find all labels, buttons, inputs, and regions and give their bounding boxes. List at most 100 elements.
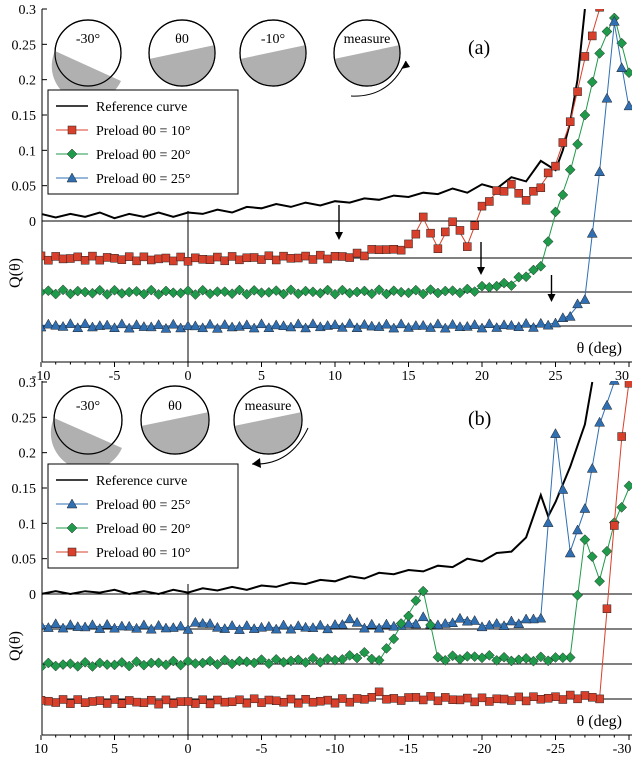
square-marker	[308, 255, 318, 264]
square-marker	[198, 255, 207, 264]
square-marker	[565, 690, 575, 700]
triangle-marker	[564, 310, 576, 321]
square-marker	[588, 31, 597, 41]
triangle-marker	[491, 322, 503, 332]
square-marker	[66, 699, 75, 708]
diamond-marker	[476, 280, 488, 292]
triangle-marker	[329, 619, 341, 629]
diamond-marker	[182, 655, 194, 667]
square-marker	[257, 255, 266, 264]
square-marker	[389, 245, 399, 254]
square-marker	[58, 695, 68, 704]
square-marker	[463, 693, 472, 703]
diamond-marker	[65, 658, 76, 670]
diamond-marker	[388, 285, 400, 297]
square-marker	[154, 254, 163, 264]
square-marker	[455, 226, 465, 235]
triangle-marker	[307, 622, 319, 632]
diamond-marker	[417, 585, 429, 597]
triangle-marker	[579, 502, 591, 513]
series-line	[42, 9, 586, 220]
diamond-marker	[623, 480, 632, 492]
square-marker	[183, 257, 193, 266]
diamond-marker	[388, 633, 400, 645]
diamond-marker	[601, 26, 613, 37]
triangle-marker	[454, 321, 466, 331]
diamond-marker	[109, 284, 120, 296]
triangle-marker	[278, 619, 289, 630]
square-marker	[147, 695, 156, 705]
y-tick-label: 0.15	[12, 482, 37, 497]
x-tick-label: -25	[546, 742, 565, 757]
x-tick-label: 5	[258, 369, 265, 384]
diamond-marker	[175, 659, 187, 671]
y-axis-label: Q(θ)	[7, 631, 24, 661]
dial-shade	[141, 412, 210, 454]
legend-label: Preload θ0 = 25°	[96, 172, 190, 187]
diamond-marker	[366, 288, 378, 300]
square-marker	[360, 251, 369, 261]
dial-diagram: θ0	[148, 19, 216, 87]
diamond-marker	[285, 655, 297, 667]
triangle-marker	[550, 317, 561, 328]
triangle-marker	[366, 320, 378, 331]
square-marker	[463, 242, 472, 251]
diamond-marker	[557, 189, 569, 201]
square-marker	[536, 695, 546, 704]
triangle-marker	[57, 320, 69, 331]
square-marker	[441, 227, 450, 237]
square-marker	[169, 699, 178, 708]
triangle-marker	[278, 320, 289, 331]
diamond-marker	[542, 236, 554, 247]
diamond-marker	[182, 285, 194, 297]
triangle-marker	[528, 613, 539, 624]
square-marker	[294, 699, 303, 708]
diamond-marker	[79, 286, 91, 298]
square-marker	[161, 253, 171, 263]
diamond-marker	[491, 655, 503, 666]
diamond-marker	[550, 206, 561, 218]
square-marker	[51, 698, 60, 707]
square-marker	[301, 251, 310, 261]
triangle-marker	[358, 622, 370, 633]
square-marker	[249, 253, 259, 262]
dial-outline	[239, 19, 307, 87]
triangle-marker	[204, 617, 216, 628]
triangle-marker	[167, 318, 179, 329]
diamond-marker	[410, 284, 422, 296]
triangle-marker	[601, 92, 613, 103]
diamond-marker	[66, 148, 78, 160]
arrow-head	[335, 232, 343, 240]
square-marker	[595, 694, 604, 704]
diamond-marker	[50, 660, 62, 672]
square-marker	[338, 694, 347, 703]
x-tick-label: -20	[473, 742, 492, 757]
triangle-marker	[417, 611, 429, 622]
x-tick-label: -10	[326, 742, 345, 757]
diamond-marker	[469, 286, 481, 297]
y-tick-label: 0.05	[12, 553, 37, 568]
square-marker	[595, 9, 604, 12]
triangle-marker	[256, 621, 267, 632]
square-marker	[580, 691, 590, 700]
triangle-marker	[116, 620, 128, 631]
x-tick-label: 25	[549, 369, 563, 384]
square-marker	[396, 696, 406, 705]
diamond-marker	[153, 657, 164, 669]
legend: Reference curve Preload θ0 = 25° Preload θ…	[47, 463, 239, 569]
triangle-marker	[123, 322, 135, 333]
square-marker	[565, 117, 575, 126]
dial-outline	[140, 385, 210, 455]
triangle-marker	[270, 623, 282, 634]
triangle-marker	[263, 322, 275, 333]
square-marker	[448, 217, 457, 227]
diamond-marker	[101, 289, 113, 300]
diamond-marker	[87, 661, 98, 672]
triangle-marker	[197, 322, 209, 333]
series-group	[42, 9, 632, 333]
square-marker	[492, 186, 501, 195]
square-marker	[345, 697, 354, 707]
square-marker	[124, 252, 134, 261]
square-marker	[396, 245, 406, 255]
diamond-marker	[336, 654, 348, 665]
